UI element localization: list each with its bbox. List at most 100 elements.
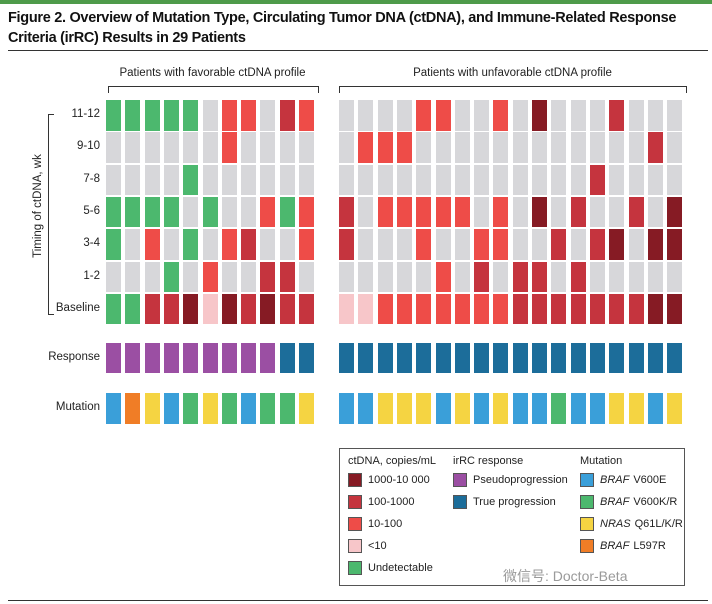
row-label: Baseline <box>55 301 100 314</box>
ctdna-cell <box>532 293 547 325</box>
mutation-cell <box>570 393 586 424</box>
ctdna-cell <box>125 100 141 131</box>
ctdna-cell <box>125 196 141 228</box>
ctdna-cell <box>628 132 644 163</box>
ctdna-cell <box>454 261 470 292</box>
watermark: 微信号: Doctor-Beta <box>503 568 628 584</box>
legend-item-mutation: BRAF V600K/R <box>580 495 677 509</box>
mutation-cell <box>647 393 663 424</box>
legend-label: Undetectable <box>368 562 433 574</box>
ctdna-cell <box>493 100 509 131</box>
ctdna-cell <box>299 100 314 131</box>
mutation-cell <box>628 393 644 424</box>
ctdna-cell <box>667 229 683 260</box>
legend-swatch <box>580 473 594 487</box>
ctdna-cell <box>474 100 490 131</box>
ctdna-cell <box>647 100 663 131</box>
legend-swatch <box>580 517 594 531</box>
ctdna-cell <box>144 100 160 131</box>
response-cell <box>202 343 218 373</box>
response-cell <box>241 343 257 373</box>
ctdna-cell <box>125 261 141 292</box>
ctdna-cell <box>358 196 374 228</box>
ctdna-cell <box>221 229 237 260</box>
mutation-cell <box>493 393 509 424</box>
mutation-cell <box>299 393 314 424</box>
ctdna-cell <box>260 229 276 260</box>
ctdna-cell <box>512 196 528 228</box>
ctdna-cell <box>474 196 490 228</box>
ctdna-cell <box>512 293 528 325</box>
ctdna-cell <box>609 100 625 131</box>
ctdna-cell <box>396 164 412 196</box>
ctdna-cell <box>163 229 179 260</box>
ctdna-cell <box>435 100 451 131</box>
legend-item-mutation: BRAF V600E <box>580 473 666 487</box>
mutation-cell <box>144 393 160 424</box>
legend-swatch <box>348 561 362 575</box>
response-cell <box>221 343 237 373</box>
legend-label: L597R <box>633 540 666 552</box>
ctdna-cell <box>551 229 567 260</box>
ctdna-cell <box>358 164 374 196</box>
row-label: 1-2 <box>83 269 100 282</box>
ctdna-cell <box>339 164 354 196</box>
legend-swatch <box>348 517 362 531</box>
response-cell <box>358 343 374 373</box>
ctdna-cell <box>377 132 393 163</box>
ctdna-cell <box>570 293 586 325</box>
ctdna-cell <box>609 196 625 228</box>
legend-item-ctdna: <10 <box>348 539 387 553</box>
ctdna-cell <box>221 261 237 292</box>
ctdna-cell <box>435 132 451 163</box>
response-cell <box>551 343 567 373</box>
mutation-cell <box>512 393 528 424</box>
ctdna-cell <box>125 132 141 163</box>
ctdna-cell <box>628 229 644 260</box>
ctdna-cell <box>628 164 644 196</box>
ctdna-cell <box>279 196 295 228</box>
legend-item-ctdna: Undetectable <box>348 561 433 575</box>
ctdna-cell <box>647 196 663 228</box>
ctdna-cell <box>454 132 470 163</box>
legend-label: <10 <box>368 540 387 552</box>
legend-gene: NRAS <box>600 518 631 530</box>
ctdna-cell <box>358 229 374 260</box>
legend-swatch <box>348 473 362 487</box>
ctdna-cell <box>260 196 276 228</box>
response-cell <box>628 343 644 373</box>
ctdna-cell <box>435 229 451 260</box>
ctdna-cell <box>183 164 199 196</box>
ctdna-cell <box>279 261 295 292</box>
ctdna-cell <box>202 229 218 260</box>
ctdna-cell <box>221 196 237 228</box>
legend-item-mutation: BRAF L597R <box>580 539 666 553</box>
ctdna-cell <box>493 164 509 196</box>
mutation-cell <box>609 393 625 424</box>
ctdna-cell <box>241 229 257 260</box>
legend-label: 100-1000 <box>368 496 415 508</box>
legend-swatch <box>453 473 467 487</box>
ctdna-cell <box>435 164 451 196</box>
mutation-cell <box>183 393 199 424</box>
ctdna-cell <box>377 229 393 260</box>
group-bracket-unfavorable <box>339 86 687 93</box>
legend-swatch <box>580 539 594 553</box>
ctdna-cell <box>202 196 218 228</box>
ctdna-cell <box>396 293 412 325</box>
ctdna-cell <box>299 229 314 260</box>
legend-label: 1000-10 000 <box>368 474 430 486</box>
ctdna-cell <box>221 132 237 163</box>
ctdna-cell <box>183 100 199 131</box>
mutation-cell <box>339 393 354 424</box>
ctdna-cell <box>339 293 354 325</box>
ctdna-cell <box>570 261 586 292</box>
ctdna-cell <box>647 293 663 325</box>
ctdna-cell <box>396 132 412 163</box>
ctdna-cell <box>241 293 257 325</box>
ctdna-cell <box>241 196 257 228</box>
group-label-favorable: Patients with favorable ctDNA profile <box>119 67 306 79</box>
response-cell <box>416 343 432 373</box>
ctdna-cell <box>570 100 586 131</box>
response-cell <box>144 343 160 373</box>
